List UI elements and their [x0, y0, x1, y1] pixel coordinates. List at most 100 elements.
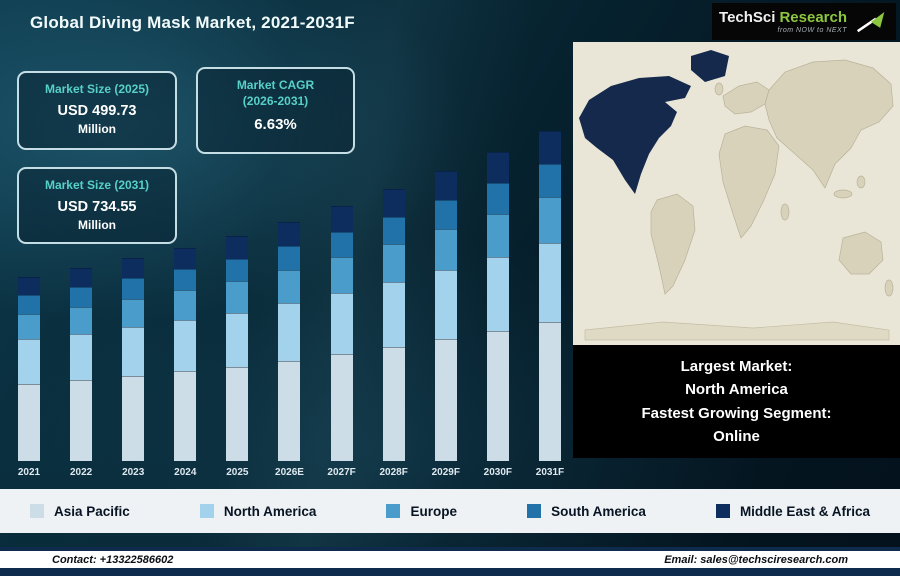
region-greenland-highlight: [691, 50, 729, 82]
bar-segment-south-america: [278, 245, 301, 270]
bar-group: 2029F: [432, 115, 460, 478]
bar-group: 2031F: [536, 115, 564, 478]
bar-2024: [174, 247, 197, 461]
bar-segment-south-america: [70, 287, 93, 307]
bar-segment-europe: [122, 298, 145, 328]
bar-label: 2025: [226, 467, 249, 478]
footer-band-bottom: [0, 568, 900, 576]
world-map-svg: [573, 42, 900, 345]
bar-group: 2026E: [275, 115, 304, 478]
bar-segment-europe: [434, 229, 457, 270]
world-map: [573, 42, 900, 345]
logo-tagline: from NOW to NEXT: [777, 26, 847, 34]
logo-arrow-icon: [856, 11, 885, 32]
bar-segment-north-america: [122, 327, 145, 376]
region-africa: [718, 125, 780, 239]
bar-segment-south-america: [174, 269, 197, 291]
bar-segment-asia-pacific: [70, 379, 93, 461]
stat-unit: Million: [78, 121, 116, 136]
bar-2029F: [434, 171, 457, 461]
bar-segment-europe: [538, 197, 561, 244]
bar-group: 2030F: [484, 115, 512, 478]
legend-label: Middle East & Africa: [739, 503, 870, 519]
legend-item-europe: Europe: [386, 504, 457, 519]
bar-group: 2021: [16, 115, 42, 478]
bar-segment-north-america: [70, 333, 93, 380]
region-south-america: [650, 193, 696, 295]
callout-line-2: North America: [685, 381, 788, 399]
bar-group: 2023: [120, 115, 146, 478]
bar-segment-south-america: [486, 182, 509, 214]
bar-segment-europe: [330, 257, 353, 293]
bar-segment-middle-east-africa: [330, 206, 353, 232]
bar-segment-north-america: [174, 320, 197, 372]
region-new-zealand: [884, 279, 894, 297]
bar-segment-north-america: [434, 269, 457, 340]
region-indonesia: [833, 189, 853, 199]
region-madagascar: [780, 203, 790, 221]
bar-segment-europe: [70, 306, 93, 334]
bar-group: 2028F: [379, 115, 408, 478]
bar-label: 2029F: [431, 467, 460, 478]
stat-label: Market Size (2025): [44, 82, 150, 96]
bar-2027F: [330, 206, 353, 461]
stacked-bar-chart: 2021 2022 2023 2024 2025 2026E 2027F 2028F 2029F…: [16, 115, 564, 478]
bar-2023: [122, 258, 145, 461]
bar-segment-south-america: [226, 258, 249, 282]
bar-label: 2027F: [327, 467, 356, 478]
bar-label: 2024: [174, 467, 197, 478]
stat-unit: Million: [78, 217, 116, 232]
callout-line-4: Online: [713, 427, 760, 445]
bar-segment-middle-east-africa: [122, 258, 145, 279]
bar-2030F: [486, 151, 509, 461]
logo-brand: TechSci Research: [719, 9, 847, 26]
legend-label: North America: [223, 503, 317, 519]
bar-2031F: [538, 131, 561, 461]
region-australia: [838, 231, 884, 275]
logo-brand-secondary: Research: [779, 9, 847, 27]
bar-segment-north-america: [226, 312, 249, 367]
bar-segment-asia-pacific: [434, 339, 457, 461]
bar-2022: [70, 267, 93, 461]
legend-item-asia-pacific: Asia Pacific: [30, 504, 130, 519]
bar-segment-asia-pacific: [226, 366, 249, 461]
bar-segment-middle-east-africa: [18, 276, 40, 296]
bar-2026E: [278, 221, 301, 461]
legend-item-middle-east-africa: Middle East & Africa: [715, 503, 870, 519]
bar-segment-middle-east-africa: [70, 267, 93, 288]
bar-2021: [18, 276, 40, 461]
bar-segment-south-america: [382, 216, 405, 244]
bar-group: 2025: [224, 115, 250, 478]
legend-label: South America: [551, 503, 646, 519]
bar-segment-europe: [382, 243, 405, 282]
bar-segment-middle-east-africa: [486, 151, 509, 183]
bar-label: 2030F: [483, 467, 513, 478]
stat-value: USD 499.73: [57, 102, 137, 119]
legend-label: Asia Pacific: [54, 503, 130, 519]
footer-band-top: [0, 547, 900, 551]
bar-segment-north-america: [18, 339, 40, 384]
email-text: Email: sales@techsciresearch.com: [664, 553, 848, 566]
legend-swatch: [30, 504, 44, 518]
largest-market-callout: Largest Market: North America Fastest Gr…: [573, 345, 900, 458]
bar-segment-asia-pacific: [486, 331, 509, 461]
bar-segment-north-america: [330, 292, 353, 354]
bar-group: 2022: [68, 115, 94, 478]
bar-segment-north-america: [486, 257, 509, 332]
bar-label: 2021: [17, 467, 41, 478]
bar-segment-europe: [278, 269, 301, 304]
stat-value: USD 734.55: [57, 198, 137, 215]
region-antarctica: [584, 321, 890, 341]
bar-segment-north-america: [278, 303, 301, 361]
bar-segment-asia-pacific: [382, 346, 405, 461]
bar-segment-europe: [174, 290, 197, 321]
legend-item-south-america: South America: [527, 504, 646, 519]
bar-segment-asia-pacific: [538, 322, 561, 461]
callout-line-3: Fastest Growing Segment:: [641, 404, 832, 422]
bar-segment-middle-east-africa: [538, 131, 561, 165]
bar-2025: [226, 236, 249, 461]
bar-group: 2024: [172, 115, 198, 478]
bar-segment-middle-east-africa: [226, 236, 249, 259]
bar-segment-middle-east-africa: [174, 247, 197, 270]
